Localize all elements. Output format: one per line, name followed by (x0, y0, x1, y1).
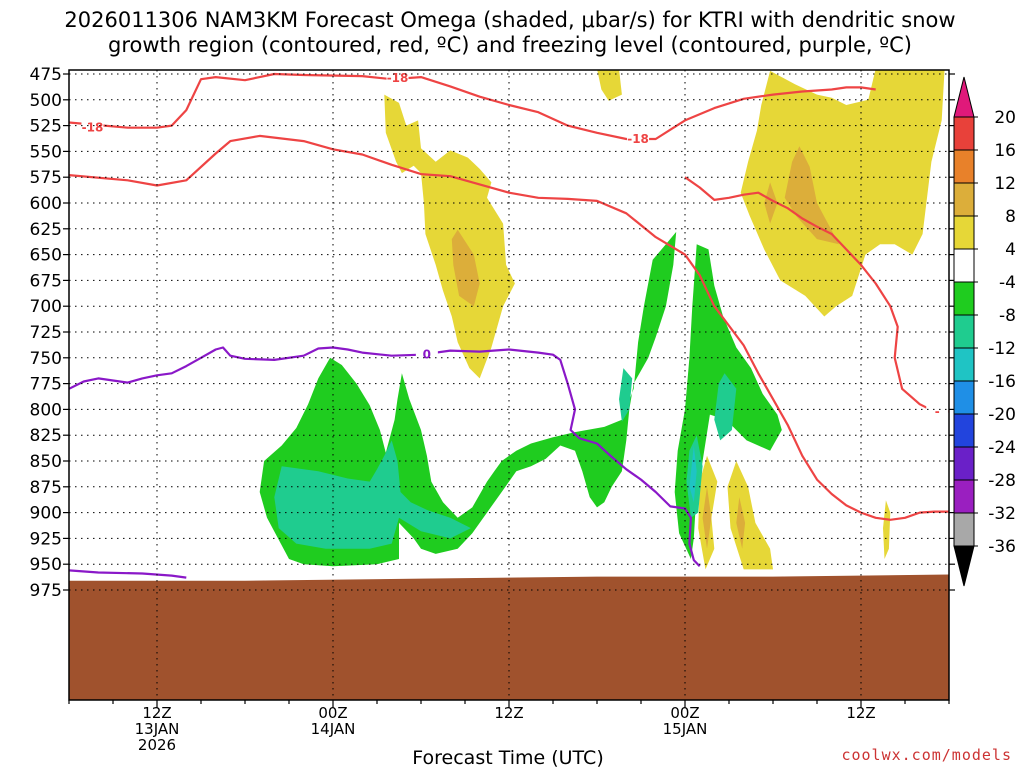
colorbar-tick-label: -32 (988, 504, 1016, 524)
y-tick-label: 900 (30, 504, 62, 524)
gridlines (69, 70, 949, 700)
credit-text: coolwx.com/models (841, 746, 1012, 764)
colorbar-tick-label: -20 (988, 405, 1016, 425)
x-tick-label: 12Z (494, 704, 523, 722)
colorbar-bin (953, 248, 975, 283)
colorbar-bin (953, 479, 975, 514)
contour-label-bg (926, 404, 949, 418)
colorbar-bin (953, 116, 975, 151)
colorbar-tick-label: -8 (999, 306, 1016, 326)
y-tick-label: 775 (30, 375, 62, 395)
cb-yellow-hook (384, 94, 515, 379)
colorbar-tick-label: -12 (988, 339, 1016, 359)
contour-0c-freezing-level-low-left (69, 569, 187, 579)
colorbar-bin (953, 215, 975, 250)
colorbar-tick-label: -28 (988, 471, 1016, 491)
colorbar-tick-label: 20 (994, 108, 1016, 128)
x-tick-label: 12Z 13JAN 2026 (135, 704, 180, 754)
chart-title-line1: 2026011306 NAM3KM Forecast Omega (shaded… (64, 8, 955, 32)
colorbar-bin (953, 380, 975, 415)
contour-label-bg (386, 71, 409, 85)
y-tick-label: 500 (30, 91, 62, 111)
contour-label-bg (415, 347, 438, 361)
contour-label: - (935, 404, 940, 418)
chart-title-line2: growth region (contoured, red, ºC) and f… (108, 33, 912, 57)
colorbar: 20 16 12 8 4 -4 -8 -12 -16 -20 -24 -28 -32 -36 (953, 76, 1016, 587)
y-tick-label: 700 (30, 297, 62, 317)
colorbar-tick-label: 16 (994, 141, 1016, 161)
contour-label: -18 (627, 132, 649, 146)
y-tick-label: 850 (30, 452, 62, 472)
contour-label-bg (627, 132, 650, 146)
colorbar-bottom-arrow (953, 545, 975, 587)
contour--12c-right (684, 176, 949, 413)
omega-shade-13 (274, 440, 471, 549)
contour--18c-upper (69, 72, 876, 141)
contour-label: -18 (82, 121, 104, 135)
y-tick-label: 825 (30, 426, 62, 446)
y-tick-label: 875 (30, 478, 62, 498)
axes: 475 500 525 550 575 600 625 650 675 700 725 750 775 8… (30, 65, 955, 754)
plot-area: -18 -18 -18 0 - (69, 70, 949, 700)
colorbar-tick-label: 4 (1005, 240, 1016, 260)
omega-shade-2 (451, 229, 480, 307)
colorbar-bin (953, 512, 975, 547)
y-tick-label: 625 (30, 220, 62, 240)
colorbar-bin (953, 281, 975, 316)
omega-shade-9 (736, 497, 746, 549)
contour-label: -18 (387, 71, 409, 85)
omega-shade-5 (764, 182, 778, 224)
x-tick-label: 00Z 15JAN (663, 704, 708, 738)
omega-shade-8 (702, 486, 712, 549)
contour-label: 0 (423, 348, 431, 362)
x-tick-label: 00Z 14JAN (311, 704, 356, 738)
colorbar-bin (953, 446, 975, 481)
y-tick-label: 650 (30, 246, 62, 266)
omega-shade-10 (883, 500, 891, 559)
colorbar-tick-label: -36 (988, 537, 1016, 557)
y-tick-label: 600 (30, 194, 62, 214)
omega-shade-14 (619, 368, 633, 422)
y-tick-label: 550 (30, 142, 62, 162)
x-axis-label: Forecast Time (UTC) (412, 747, 603, 768)
contour-label-bg (81, 120, 104, 134)
colorbar-bin (953, 182, 975, 217)
omega-shade-17 (689, 445, 697, 503)
omega-shade-4 (784, 146, 839, 245)
colorbar-tick-label: -16 (988, 372, 1016, 392)
y-tick-label: 750 (30, 349, 62, 369)
omega-shade-0 (597, 70, 622, 101)
y-tick-label: 475 (30, 65, 62, 85)
colorbar-bin (953, 314, 975, 349)
terrain-fill (69, 574, 949, 700)
omega-shade-3 (740, 70, 945, 317)
colorbar-bin (953, 413, 975, 448)
y-tick-label: 725 (30, 323, 62, 343)
y-tick-label: 575 (30, 168, 62, 188)
x-tick-label: 12Z (846, 704, 875, 722)
colorbar-tick-label: -4 (999, 273, 1016, 293)
colorbar-tick-label: 12 (994, 174, 1016, 194)
omega-shade-16 (714, 373, 737, 441)
y-tick-label: 975 (30, 581, 62, 601)
omega-shade-7 (727, 461, 773, 570)
y-tick-label: 525 (30, 117, 62, 137)
contour--12c-lower (69, 134, 949, 521)
colorbar-bin (953, 149, 975, 184)
colorbar-tick-label: -24 (988, 438, 1016, 458)
y-tick-label: 925 (30, 529, 62, 549)
y-tick-label: 675 (30, 271, 62, 291)
y-tick-label: 950 (30, 555, 62, 575)
y-tick-label: 800 (30, 400, 62, 420)
colorbar-tick-label: 8 (1005, 207, 1016, 227)
colorbar-bin (953, 347, 975, 382)
